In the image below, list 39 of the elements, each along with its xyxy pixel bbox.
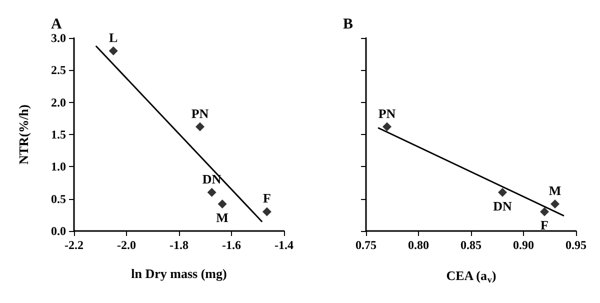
y-tick-label: 2.0 bbox=[51, 95, 66, 110]
annotation: DN bbox=[202, 171, 222, 186]
x-tick-label: 0.80 bbox=[408, 238, 429, 252]
point bbox=[196, 122, 204, 132]
x-tick-label: 0.95 bbox=[566, 238, 586, 252]
annotation: M bbox=[216, 210, 228, 225]
x-tick-label: 0.75 bbox=[356, 238, 376, 252]
annotation: L bbox=[109, 30, 118, 45]
annotation: F bbox=[540, 218, 549, 233]
annotation: M bbox=[548, 182, 562, 198]
chart-title: A bbox=[51, 16, 62, 32]
x-tick-label: -1.4 bbox=[274, 238, 294, 252]
point bbox=[218, 199, 227, 208]
point bbox=[498, 188, 507, 197]
x-tick-label: 0.90 bbox=[513, 238, 534, 252]
x-tick-label: -2.0 bbox=[117, 238, 136, 252]
point bbox=[262, 207, 272, 216]
annotation: PN bbox=[378, 106, 396, 121]
annotation: DN bbox=[493, 198, 512, 214]
point bbox=[550, 199, 560, 208]
point bbox=[207, 188, 216, 197]
x-tick-label: -1.6 bbox=[222, 238, 241, 252]
y-tick-label: 2.5 bbox=[51, 63, 66, 78]
annotation: PN bbox=[191, 106, 210, 121]
y-tick-label: 0.0 bbox=[51, 224, 66, 238]
x-tick-label: -1.8 bbox=[170, 238, 188, 252]
x-tick-label: -2.2 bbox=[64, 238, 84, 252]
x-axis-title: ln Dry mass (mg) bbox=[131, 266, 227, 281]
point bbox=[108, 46, 118, 56]
y-tick-label: 0.5 bbox=[51, 192, 66, 206]
x-tick-label: 0.85 bbox=[460, 238, 482, 252]
point bbox=[382, 122, 392, 132]
y-tick-label: 3.0 bbox=[51, 31, 66, 45]
annotation: F bbox=[262, 190, 271, 206]
y-tick-label: 1.0 bbox=[51, 160, 66, 174]
y-tick-label: 1.5 bbox=[51, 128, 66, 142]
point bbox=[540, 207, 549, 216]
chart-title: B bbox=[343, 16, 354, 32]
y-axis-title: NTR(%/h) bbox=[16, 104, 31, 164]
